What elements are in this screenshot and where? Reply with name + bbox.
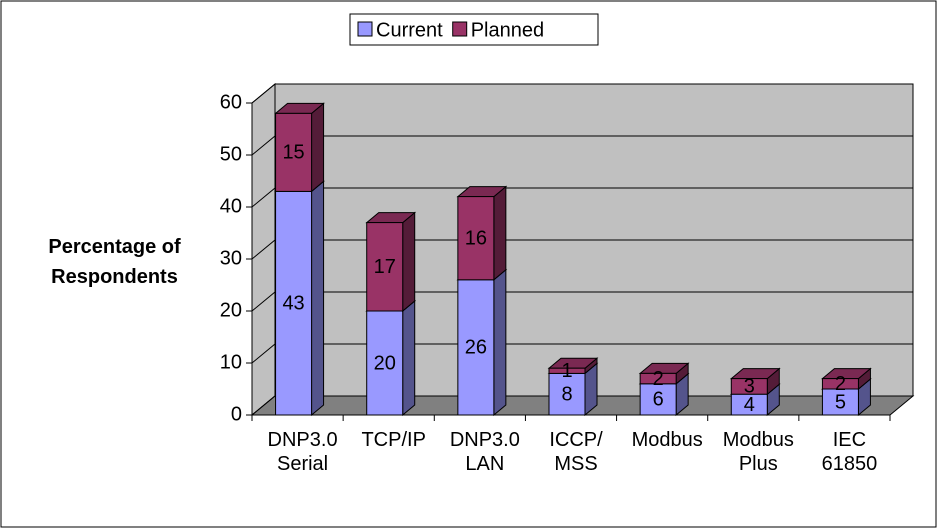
bar [366, 222, 404, 312]
x-tick-label-line: Serial [276, 453, 329, 475]
y-tick-label: 10 [220, 351, 242, 373]
bar-side [402, 299, 416, 417]
x-tick-label: Modbus Plus [712, 428, 804, 476]
x-tick-label-line: ICCP/ [549, 429, 603, 451]
bar-side [311, 102, 325, 193]
x-tick-label: DNP3.0 LAN [439, 428, 531, 476]
bar [457, 279, 495, 416]
grid-line [251, 343, 913, 364]
value-label: 6 [653, 389, 664, 411]
x-tick-label-line: DNP3.0 [449, 429, 520, 451]
legend-label: Planned [471, 19, 544, 41]
x-tick-label: ICCP/MSS [530, 428, 622, 476]
legend-box [349, 13, 599, 46]
bar-side [493, 185, 507, 281]
bar-side [402, 211, 416, 313]
value-label: 43 [282, 292, 304, 314]
grid-line [251, 395, 913, 416]
y-tick-label: 60 [220, 91, 242, 113]
x-tick-label-line: LAN [465, 453, 505, 475]
value-label: 2 [835, 373, 846, 395]
bar [821, 378, 859, 390]
x-tick-label: IEC 61850 [803, 428, 895, 476]
x-tick-label-line: TCP/IP [361, 429, 426, 451]
value-label: 20 [374, 352, 396, 374]
value-label: 8 [561, 383, 572, 405]
legend-swatch [452, 21, 468, 37]
grid-line [251, 239, 913, 260]
x-tick-label-line: 61850 [821, 453, 878, 475]
grid-line [251, 135, 913, 156]
value-label: 26 [465, 337, 487, 359]
value-label: 17 [374, 256, 396, 278]
grid-line [251, 291, 913, 312]
bar [275, 112, 313, 192]
x-tick-label-line: MSS [554, 453, 598, 475]
bar [548, 372, 586, 416]
x-tick-label: Modbus [621, 428, 713, 452]
y-axis-label: Percentage of Respondents [48, 236, 181, 288]
bar-side [311, 180, 325, 417]
value-label: 1 [561, 360, 572, 382]
bar [275, 190, 313, 416]
bar [366, 310, 404, 416]
value-label: 15 [282, 142, 304, 164]
x-tick-label-line: IEC [832, 429, 867, 451]
bar [821, 388, 859, 416]
grid-line [251, 187, 913, 208]
bar [730, 378, 768, 395]
value-label: 16 [465, 227, 487, 249]
x-tick-label: DNP3.0 Serial [257, 428, 349, 476]
y-tick-label: 0 [231, 403, 242, 425]
value-label: 3 [744, 376, 755, 398]
y-tick-label: 30 [220, 247, 242, 269]
x-tick-label-line: Modbus [722, 429, 794, 451]
bar [548, 367, 586, 374]
legend-label: Current [376, 19, 443, 41]
y-tick-label: 40 [220, 195, 242, 217]
bar [457, 196, 495, 281]
x-tick-label-line: Modbus [631, 429, 703, 451]
x-tick-label-line: DNP3.0 [267, 429, 338, 451]
y-tick-label: 20 [220, 299, 242, 321]
value-label: 2 [653, 368, 664, 390]
x-tick-label: TCP/IP [348, 428, 440, 452]
x-tick-label-line: Plus [738, 453, 778, 475]
legend-swatch [357, 21, 373, 37]
value-label: 5 [835, 391, 846, 413]
grid-line [251, 83, 913, 104]
value-label: 4 [744, 394, 755, 416]
bar [639, 372, 677, 385]
bar-side [493, 268, 507, 417]
y-tick-label: 50 [220, 143, 242, 165]
